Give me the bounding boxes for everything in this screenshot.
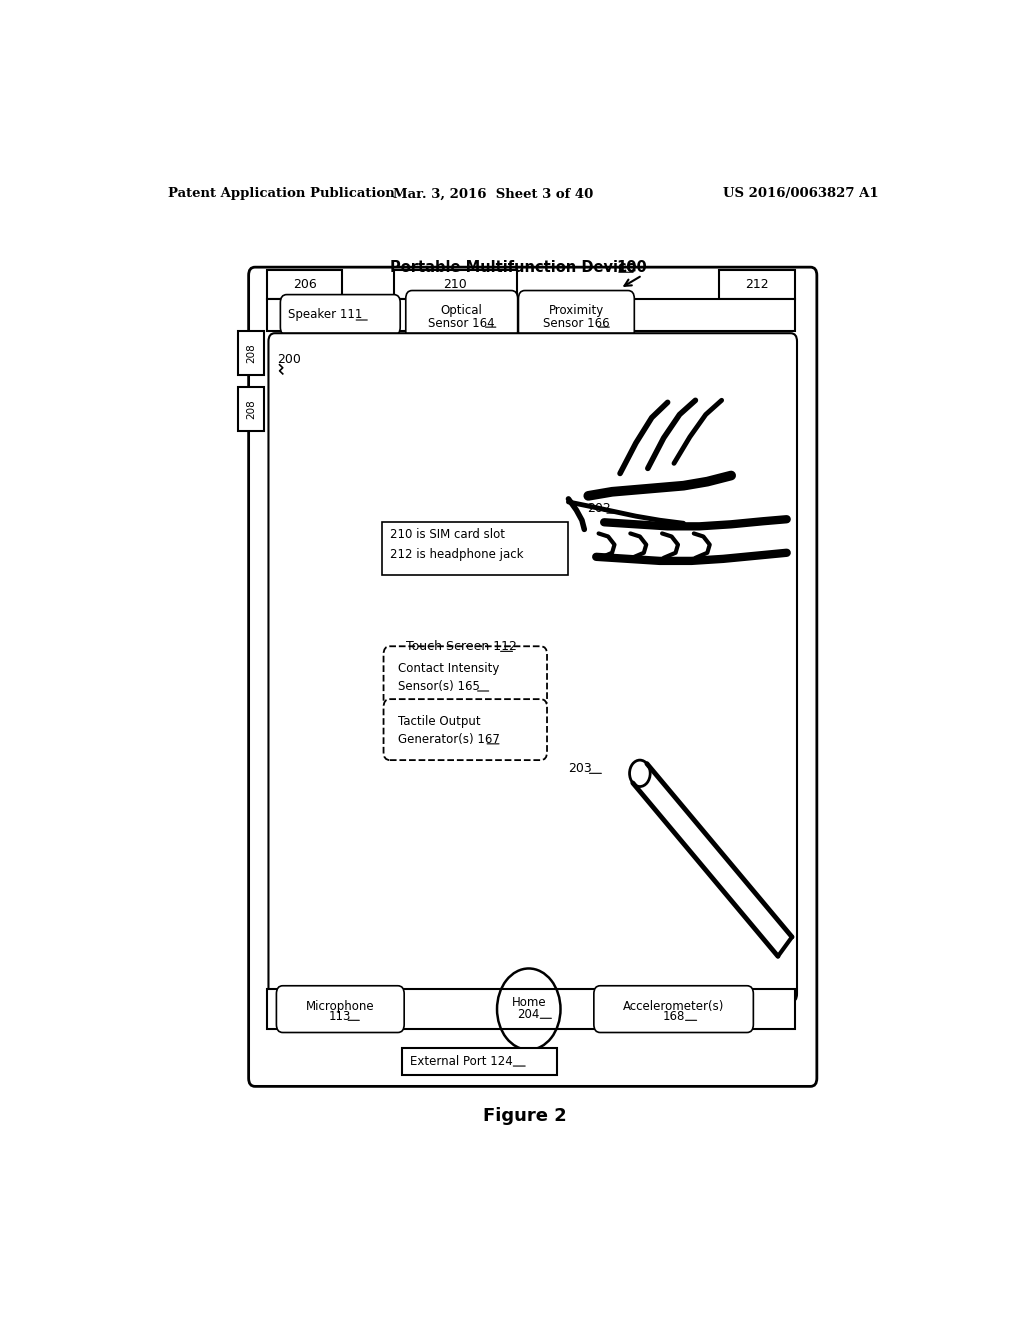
FancyBboxPatch shape — [384, 700, 547, 760]
Text: 210: 210 — [443, 279, 467, 290]
Text: Tactile Output: Tactile Output — [397, 715, 480, 729]
FancyBboxPatch shape — [249, 267, 817, 1086]
Text: Sensor 166: Sensor 166 — [543, 317, 609, 330]
FancyBboxPatch shape — [384, 647, 547, 708]
Text: Generator(s) 167: Generator(s) 167 — [397, 734, 500, 746]
Text: 206: 206 — [293, 279, 316, 290]
Text: 203: 203 — [568, 762, 592, 775]
Bar — [238, 331, 264, 375]
Bar — [394, 271, 517, 298]
Text: Figure 2: Figure 2 — [483, 1107, 566, 1125]
Text: Portable Multifunction Device: Portable Multifunction Device — [390, 260, 642, 275]
Bar — [267, 298, 795, 331]
Bar — [238, 387, 264, 430]
Text: 204: 204 — [517, 1007, 540, 1020]
Text: 208: 208 — [246, 399, 256, 418]
FancyBboxPatch shape — [281, 294, 400, 335]
Text: Microphone: Microphone — [306, 999, 375, 1012]
Text: 210 is SIM card slot: 210 is SIM card slot — [390, 528, 505, 541]
FancyBboxPatch shape — [518, 290, 634, 339]
Text: 113: 113 — [329, 1010, 351, 1023]
Text: Touch Screen 112: Touch Screen 112 — [406, 640, 517, 653]
Text: 100: 100 — [616, 260, 647, 275]
Text: 200: 200 — [278, 354, 301, 366]
Bar — [719, 271, 795, 298]
Text: 212: 212 — [745, 279, 769, 290]
Text: Proximity: Proximity — [549, 305, 604, 317]
Text: External Port 124: External Port 124 — [410, 1055, 513, 1068]
Text: 168: 168 — [663, 1010, 685, 1023]
FancyBboxPatch shape — [406, 290, 518, 339]
Text: 212 is headphone jack: 212 is headphone jack — [390, 548, 523, 561]
Text: Sensor 164: Sensor 164 — [428, 317, 495, 330]
Text: Accelerometer(s): Accelerometer(s) — [623, 999, 724, 1012]
Text: US 2016/0063827 A1: US 2016/0063827 A1 — [723, 187, 879, 201]
Text: Optical: Optical — [440, 305, 482, 317]
Text: 208: 208 — [246, 343, 256, 363]
FancyBboxPatch shape — [268, 333, 797, 1002]
Bar — [382, 523, 568, 576]
FancyBboxPatch shape — [276, 986, 404, 1032]
Text: Speaker 111: Speaker 111 — [288, 309, 362, 322]
Text: Patent Application Publication: Patent Application Publication — [168, 187, 394, 201]
Bar — [401, 1048, 557, 1076]
Text: Mar. 3, 2016  Sheet 3 of 40: Mar. 3, 2016 Sheet 3 of 40 — [393, 187, 593, 201]
Text: 202: 202 — [587, 502, 610, 515]
Text: Sensor(s) 165: Sensor(s) 165 — [397, 680, 479, 693]
Bar — [267, 271, 342, 298]
Text: Contact Intensity: Contact Intensity — [397, 663, 499, 675]
Text: Home: Home — [511, 995, 546, 1008]
FancyBboxPatch shape — [594, 986, 754, 1032]
Bar — [267, 989, 795, 1030]
